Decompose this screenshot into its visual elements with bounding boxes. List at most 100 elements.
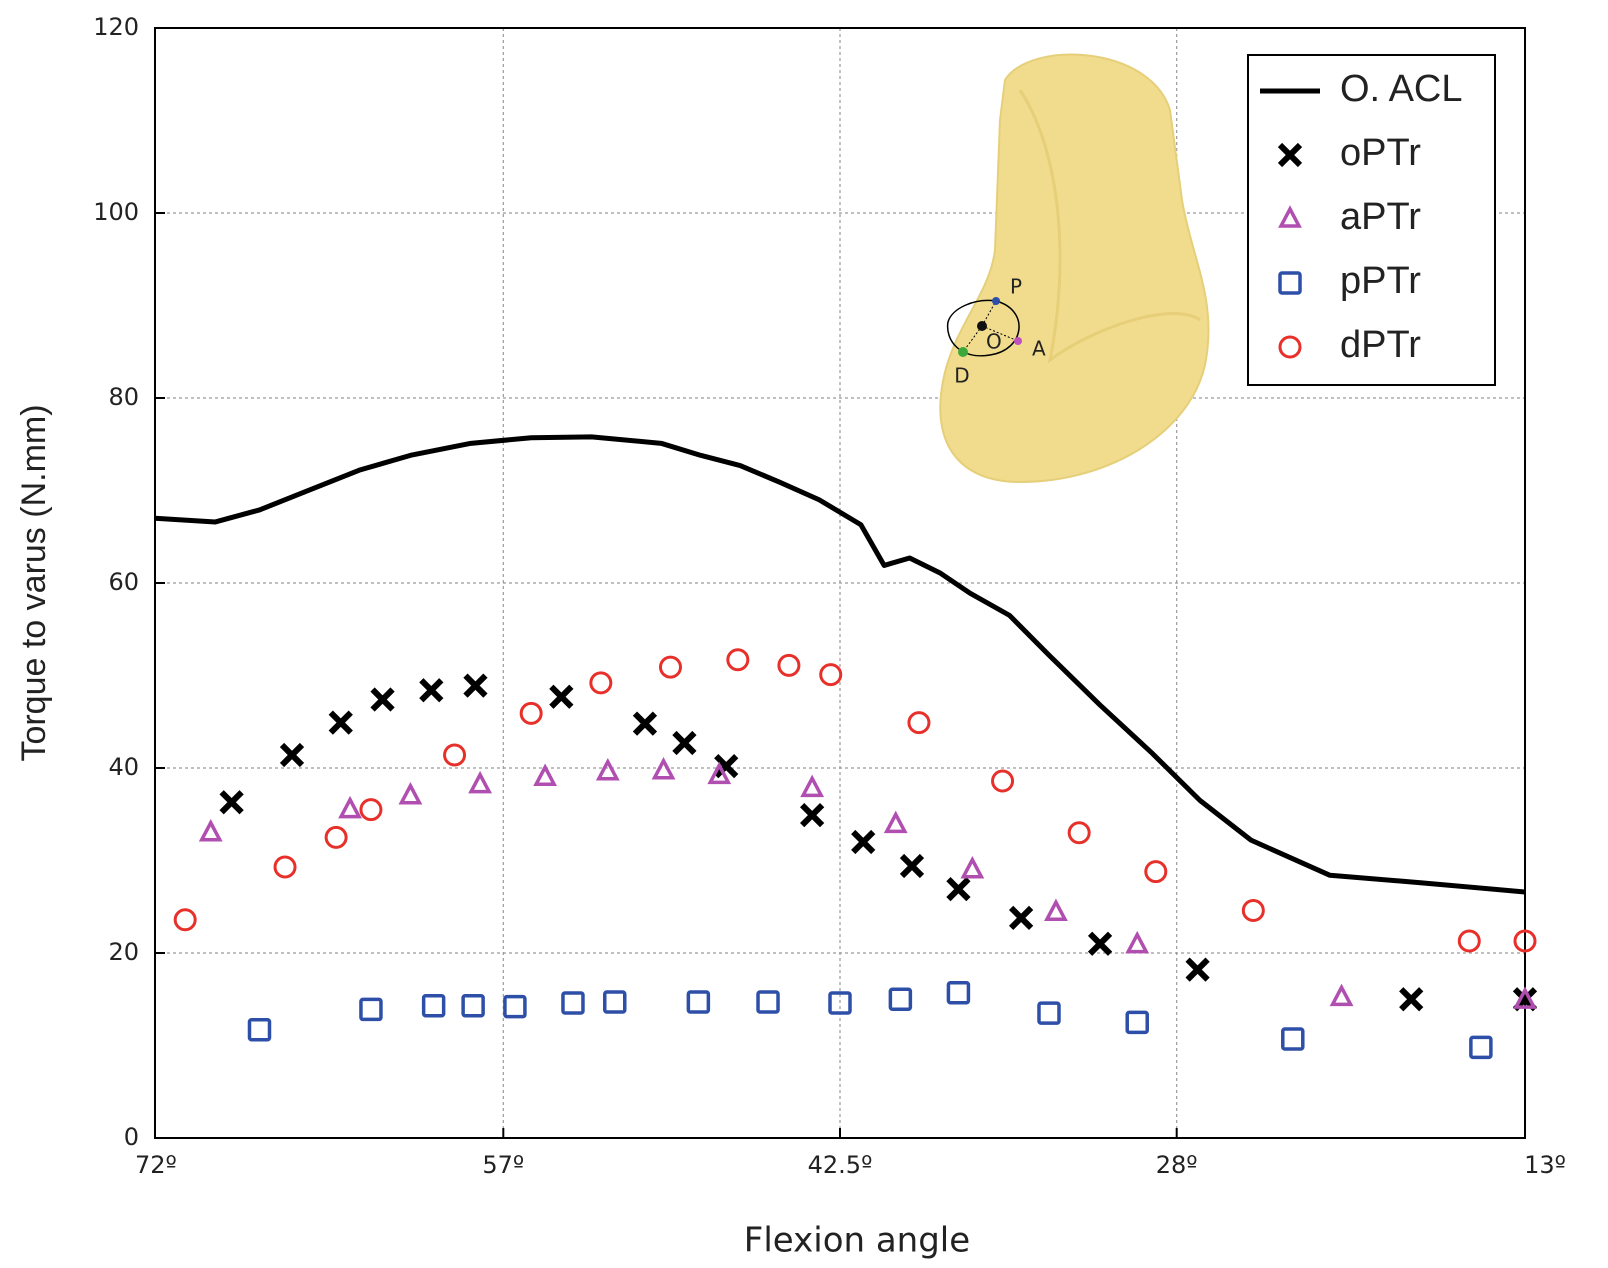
marker-x bbox=[672, 730, 697, 756]
marker-square bbox=[686, 990, 711, 1014]
x-axis-label: Flexion angle bbox=[744, 1221, 970, 1261]
marker-square bbox=[247, 1018, 272, 1042]
marker-square bbox=[421, 993, 446, 1018]
marker-square bbox=[1278, 271, 1302, 295]
marker-square bbox=[888, 987, 913, 1011]
point-o bbox=[977, 321, 987, 331]
bone-contour bbox=[1018, 89, 1201, 364]
marker-square bbox=[1469, 1035, 1493, 1060]
marker-x bbox=[1277, 142, 1303, 168]
marker-x bbox=[370, 687, 395, 712]
inset-label: O bbox=[986, 330, 1002, 354]
x-tick-label: 57º bbox=[482, 1151, 524, 1179]
marker-triangle bbox=[198, 819, 223, 842]
marker-x bbox=[899, 853, 925, 879]
inset-label: A bbox=[1032, 337, 1046, 361]
legend-label: oPTr bbox=[1340, 132, 1421, 174]
marker-triangle bbox=[595, 757, 620, 781]
marker-triangle bbox=[800, 774, 825, 798]
y-tick-label: 100 bbox=[93, 198, 139, 226]
marker-circle bbox=[726, 648, 750, 672]
marker-circle bbox=[1241, 898, 1265, 922]
marker-triangle bbox=[1513, 986, 1537, 1009]
marker-square bbox=[1037, 1001, 1061, 1025]
marker-circle bbox=[1067, 821, 1091, 845]
marker-x bbox=[328, 710, 353, 735]
marker-circle bbox=[589, 671, 613, 695]
point-d bbox=[958, 347, 968, 357]
marker-triangle bbox=[1044, 898, 1068, 922]
marker-square bbox=[1125, 1010, 1149, 1035]
marker-circle bbox=[819, 663, 843, 687]
marker-square bbox=[561, 991, 585, 1015]
inset-label: P bbox=[1010, 275, 1022, 299]
y-tick-label: 80 bbox=[108, 383, 139, 411]
legend-item: dPTr bbox=[1278, 324, 1421, 366]
marker-circle bbox=[991, 769, 1015, 793]
y-tick-label: 40 bbox=[108, 753, 139, 781]
marker-triangle bbox=[883, 810, 908, 834]
marker-circle bbox=[1144, 860, 1168, 884]
marker-circle bbox=[777, 653, 801, 677]
marker-circle bbox=[1278, 335, 1302, 359]
marker-x bbox=[279, 742, 305, 768]
marker-triangle bbox=[1125, 930, 1150, 954]
series-line bbox=[154, 434, 1526, 895]
marker-x bbox=[1008, 905, 1034, 930]
marker-triangle bbox=[1329, 983, 1354, 1007]
inset-image: P O A D bbox=[939, 53, 1210, 484]
legend-box bbox=[1247, 54, 1496, 386]
x-tick-label: 28º bbox=[1156, 1151, 1198, 1179]
ref-line bbox=[962, 325, 983, 353]
marker-square bbox=[828, 991, 852, 1015]
marker-x bbox=[463, 673, 488, 698]
legend-label: O. ACL bbox=[1340, 68, 1463, 110]
legend-item: pPTr bbox=[1278, 260, 1421, 302]
marker-x bbox=[549, 684, 574, 709]
marker-x bbox=[714, 754, 739, 779]
marker-triangle bbox=[1278, 205, 1302, 228]
marker-square bbox=[946, 981, 971, 1005]
marker-triangle bbox=[651, 757, 676, 780]
y-axis-label: Torque to varus (N.mm) bbox=[15, 404, 53, 761]
legend-label: aPTr bbox=[1340, 196, 1421, 238]
marker-triangle bbox=[398, 782, 423, 805]
marker-x bbox=[419, 678, 444, 703]
marker-x bbox=[1185, 957, 1210, 982]
marker-circle bbox=[443, 743, 467, 767]
marker-circle bbox=[519, 701, 543, 725]
marker-x bbox=[219, 790, 244, 815]
marker-x bbox=[1087, 931, 1113, 956]
y-tick-label: 0 bbox=[124, 1123, 139, 1151]
y-tick-label: 60 bbox=[108, 568, 139, 596]
legend: O. ACL oPTr aPTr pPTr dPTr bbox=[1247, 54, 1496, 386]
point-p bbox=[992, 297, 1000, 305]
x-tick-label: 42.5º bbox=[808, 1151, 873, 1179]
marker-circle bbox=[273, 855, 297, 879]
legend-label: pPTr bbox=[1340, 260, 1421, 302]
legend-item: oPTr bbox=[1277, 132, 1421, 174]
marker-x bbox=[632, 711, 658, 736]
marker-circle bbox=[907, 711, 931, 735]
legend-label: dPTr bbox=[1340, 324, 1421, 366]
marker-square bbox=[359, 997, 383, 1022]
marker-square bbox=[503, 994, 527, 1019]
marker-x bbox=[946, 877, 971, 902]
inset-label: D bbox=[954, 364, 969, 388]
bone-shape bbox=[939, 53, 1210, 484]
y-tick-label: 20 bbox=[108, 938, 139, 966]
marker-triangle bbox=[533, 763, 558, 786]
legend-item: O. ACL bbox=[1260, 68, 1463, 110]
ref-line bbox=[981, 325, 1019, 342]
x-tick-label: 13º bbox=[1524, 1151, 1566, 1179]
marker-square bbox=[603, 990, 627, 1014]
x-tick-label: 72º bbox=[135, 1151, 177, 1179]
marker-circle bbox=[359, 798, 383, 822]
marker-circle bbox=[1513, 929, 1537, 953]
marker-square bbox=[461, 993, 485, 1018]
point-a bbox=[1014, 337, 1022, 345]
marker-circle bbox=[173, 908, 197, 932]
marker-triangle bbox=[707, 761, 732, 785]
